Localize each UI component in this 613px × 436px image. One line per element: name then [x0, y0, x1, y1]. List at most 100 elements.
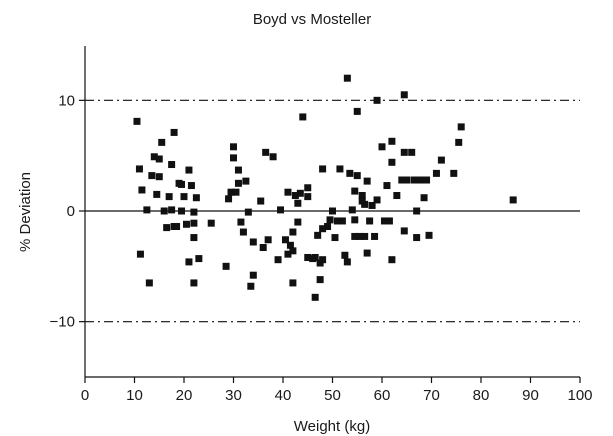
- x-tick-label: 20: [176, 387, 193, 404]
- data-point: [264, 236, 272, 244]
- data-point: [294, 218, 302, 226]
- data-point: [385, 217, 393, 225]
- data-point: [408, 148, 416, 156]
- data-point: [331, 234, 339, 242]
- data-point: [423, 176, 431, 184]
- data-point: [333, 217, 341, 225]
- data-point: [168, 161, 176, 169]
- data-point: [135, 165, 143, 173]
- data-point: [160, 207, 168, 215]
- data-point: [190, 219, 198, 227]
- data-point: [393, 192, 401, 200]
- data-point: [343, 258, 351, 266]
- data-point: [324, 222, 332, 230]
- data-point: [165, 193, 173, 201]
- data-point: [150, 153, 158, 161]
- data-point: [133, 117, 141, 125]
- data-point: [138, 186, 146, 194]
- data-point: [178, 180, 186, 188]
- data-point: [178, 207, 186, 215]
- data-point: [158, 138, 166, 146]
- data-point: [413, 207, 421, 215]
- data-point: [509, 196, 517, 204]
- data-point: [319, 165, 327, 173]
- data-point: [286, 241, 294, 249]
- x-axis-label: Weight (kg): [294, 418, 370, 435]
- data-point: [257, 197, 265, 205]
- data-point: [361, 232, 369, 240]
- data-point: [163, 224, 171, 232]
- x-tick-label: 80: [473, 387, 490, 404]
- data-point: [232, 188, 240, 196]
- data-point: [351, 216, 359, 224]
- data-point: [234, 179, 242, 187]
- data-point: [148, 172, 156, 180]
- y-tick-label: 10: [58, 92, 75, 109]
- data-point: [190, 234, 198, 242]
- data-point: [361, 200, 369, 208]
- data-point: [311, 253, 319, 261]
- data-point: [363, 177, 371, 185]
- data-point: [368, 201, 376, 209]
- x-tick-label: 50: [324, 387, 341, 404]
- data-point: [289, 247, 297, 255]
- data-point: [371, 232, 379, 240]
- data-point: [244, 208, 252, 216]
- data-point: [388, 137, 396, 145]
- x-tick-label: 10: [126, 387, 143, 404]
- data-point: [353, 172, 361, 180]
- data-point: [294, 199, 302, 207]
- data-point: [145, 279, 153, 287]
- data-point: [400, 148, 408, 156]
- data-point: [230, 143, 237, 151]
- data-point: [187, 182, 195, 190]
- data-point: [388, 256, 396, 264]
- data-point: [420, 194, 428, 202]
- data-point: [336, 165, 344, 173]
- data-point: [136, 250, 144, 258]
- data-point: [180, 193, 188, 201]
- data-point: [289, 279, 297, 287]
- data-point: [316, 276, 324, 284]
- data-point: [234, 166, 242, 174]
- plot-area: 0 10 20 30 40 50 60 70 80 90 100 −10 0 10: [50, 46, 593, 404]
- data-point: [450, 169, 458, 177]
- x-axis-ticks: 0 10 20 30 40 50 60 70 80 90 100: [81, 377, 593, 404]
- data-point: [314, 231, 322, 239]
- data-point: [413, 234, 421, 242]
- data-point: [269, 153, 277, 161]
- x-tick-label: 0: [81, 387, 89, 404]
- data-point: [274, 256, 282, 264]
- data-point: [289, 228, 297, 236]
- data-point: [304, 193, 312, 201]
- data-point: [247, 282, 255, 290]
- y-tick-label: −10: [50, 314, 75, 331]
- data-point: [380, 217, 388, 225]
- data-point: [319, 256, 327, 264]
- x-tick-label: 60: [374, 387, 391, 404]
- data-point: [173, 222, 181, 230]
- data-point: [155, 155, 163, 163]
- data-point: [343, 74, 351, 82]
- data-point: [190, 279, 198, 287]
- data-point: [329, 207, 336, 215]
- data-point: [425, 231, 433, 239]
- data-point: [284, 250, 292, 258]
- data-point: [143, 206, 151, 214]
- data-point: [348, 206, 356, 214]
- data-point: [326, 216, 334, 224]
- data-point: [207, 219, 215, 227]
- x-tick-label: 30: [225, 387, 242, 404]
- data-point: [353, 107, 361, 115]
- data-point: [237, 218, 245, 226]
- data-point: [168, 206, 176, 214]
- data-point: [259, 244, 267, 252]
- data-point: [284, 188, 292, 196]
- data-point: [192, 194, 200, 202]
- x-tick-label: 90: [522, 387, 539, 404]
- data-point: [400, 227, 408, 235]
- data-points: [133, 74, 517, 301]
- data-point: [227, 188, 235, 196]
- data-point: [182, 220, 190, 228]
